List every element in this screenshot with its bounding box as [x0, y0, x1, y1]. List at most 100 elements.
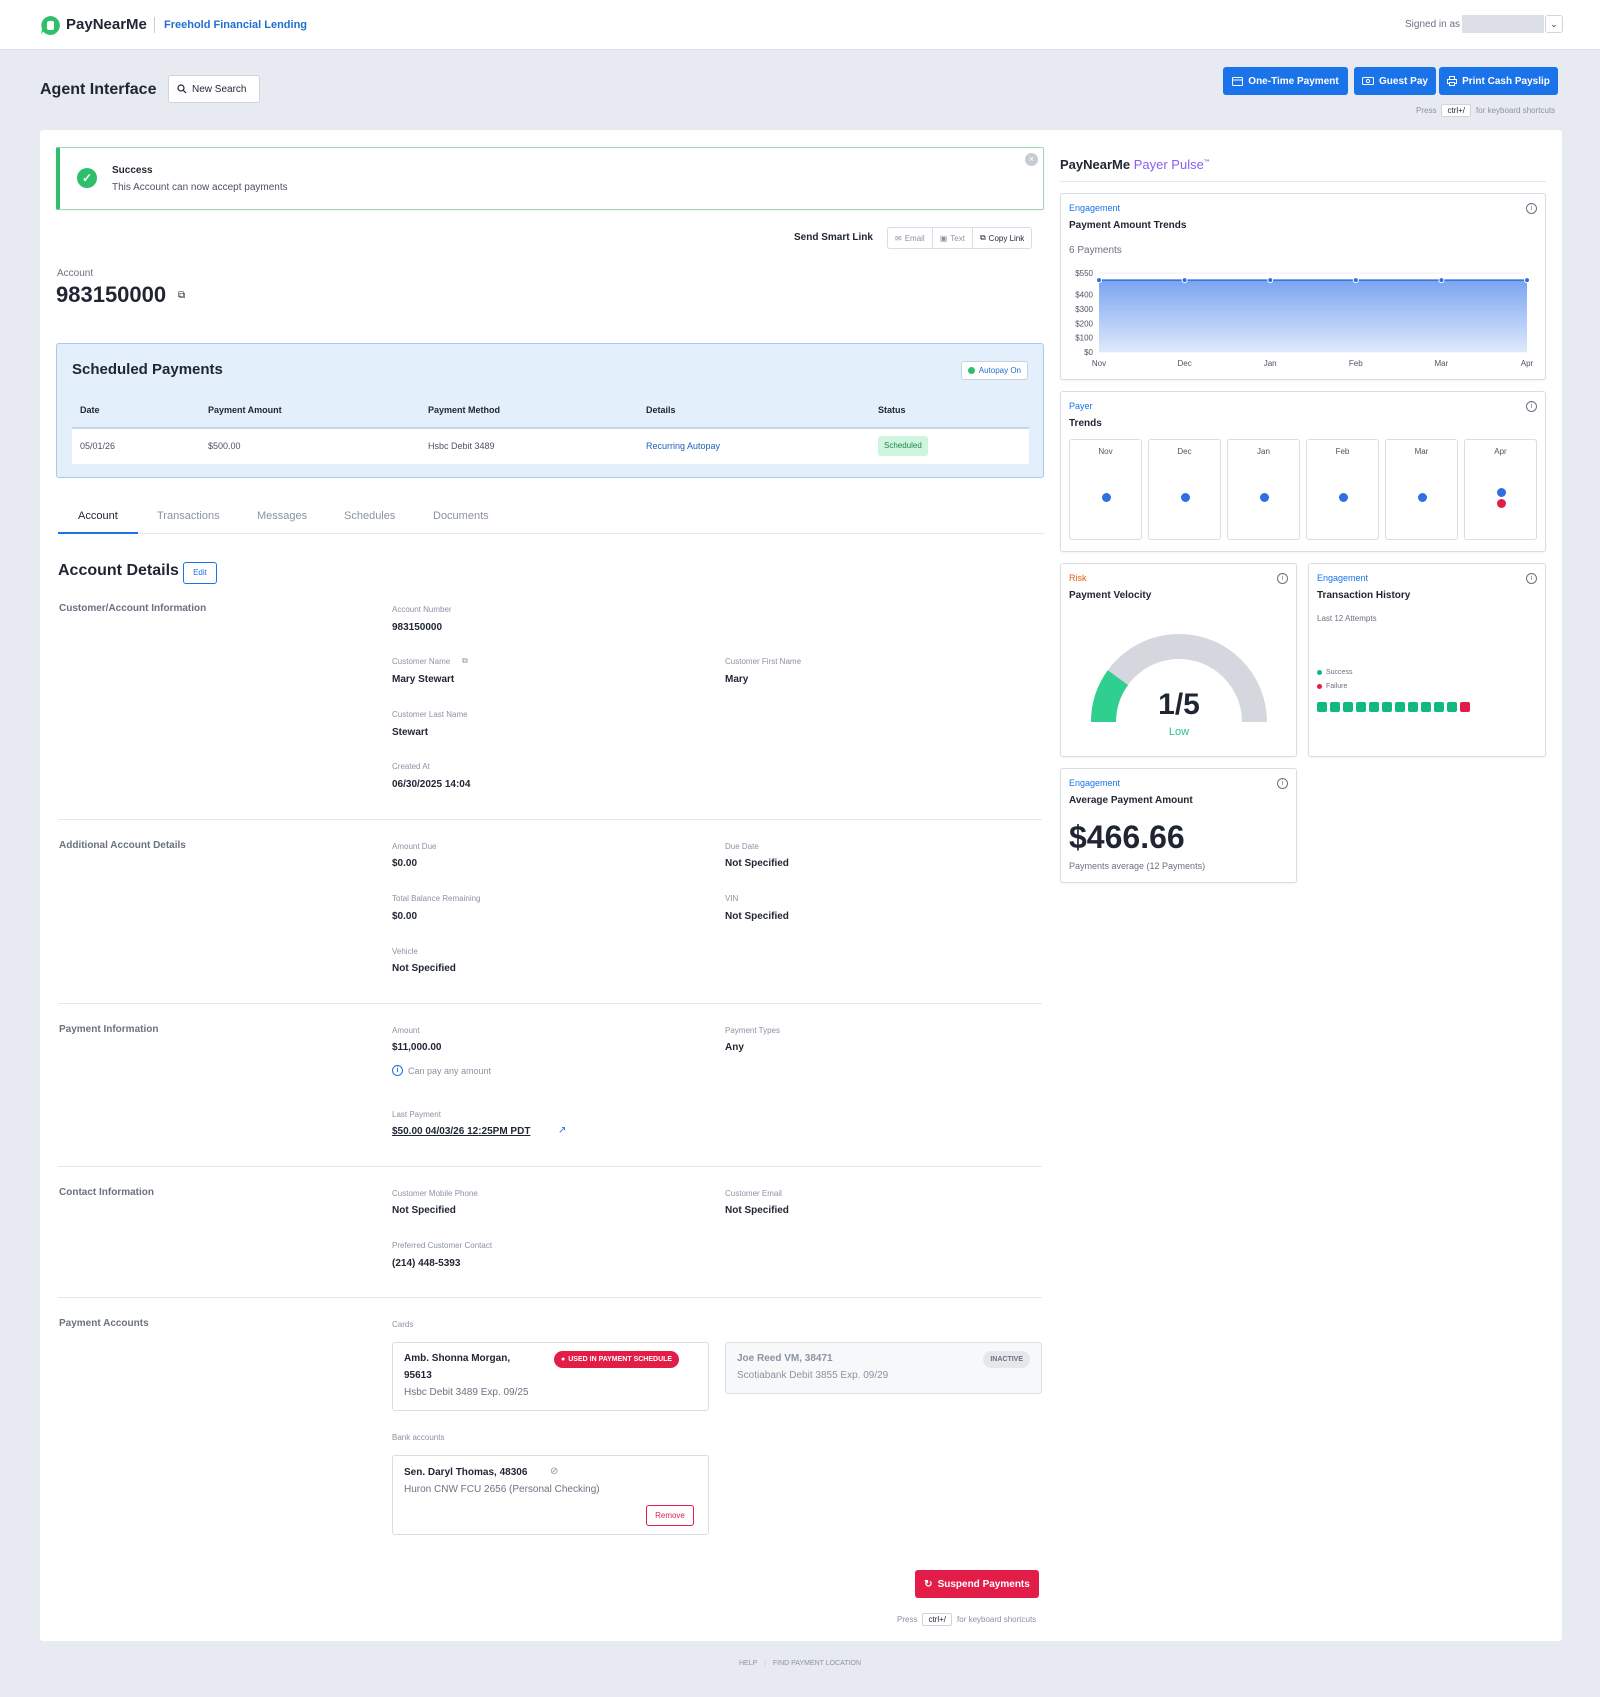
tab-messages[interactable]: Messages	[257, 510, 308, 522]
chat-icon: ▣	[939, 233, 948, 243]
footer: HELP | FIND PAYMENT LOCATION	[0, 1660, 1600, 1667]
scheduled-payments-card: Scheduled Payments Autopay On Date Payme…	[56, 343, 1044, 478]
trend-month-label: Nov	[1098, 447, 1113, 456]
col-header-amount: Payment Amount	[208, 405, 282, 415]
attempt-success-square	[1382, 702, 1392, 712]
divider	[58, 1297, 1042, 1298]
new-search-button[interactable]: New Search	[168, 75, 260, 103]
kbd-key: ctrl+/	[1441, 104, 1472, 117]
bank-details: Huron CNW FCU 2656 (Personal Checking)	[404, 1484, 600, 1495]
failure-dot	[1497, 499, 1506, 508]
refresh-icon: ↻	[924, 1578, 933, 1590]
external-link-icon[interactable]: ↗	[558, 1125, 567, 1136]
attempt-success-square	[1356, 702, 1366, 712]
last-payment-link[interactable]: $50.00 04/03/26 12:25PM PDT	[392, 1126, 531, 1137]
card-subtitle: 6 Payments	[1069, 245, 1122, 256]
cash-icon	[1362, 77, 1375, 85]
info-icon[interactable]: i	[1526, 573, 1537, 584]
trend-month-label: Apr	[1494, 447, 1507, 456]
field-label-due-date: Due Date	[725, 842, 759, 851]
bank-account-1[interactable]: Sen. Daryl Thomas, 48306 ⊘ Huron CNW FCU…	[392, 1455, 709, 1535]
field-label-last-payment: Last Payment	[392, 1110, 441, 1119]
envelope-icon: ✉	[895, 233, 902, 243]
page-title: Agent Interface	[40, 81, 157, 98]
smart-link-buttons: ✉ Email ▣ Text ⧉ Copy Link	[887, 227, 1033, 249]
account-tabs: Account Transactions Messages Schedules …	[58, 500, 1044, 534]
eye-slash-icon[interactable]: ⊘	[550, 1466, 559, 1477]
used-badge-label: USED IN PAYMENT SCHEDULE	[568, 1356, 673, 1363]
trend-month-cell[interactable]: Mar	[1385, 439, 1458, 540]
suspend-payments-button[interactable]: ↻ Suspend Payments	[915, 1570, 1039, 1598]
payment-card-1[interactable]: Amb. Shonna Morgan, 95613 Hsbc Debit 348…	[392, 1342, 709, 1411]
data-point	[1267, 277, 1274, 284]
tab-schedules[interactable]: Schedules	[344, 510, 396, 522]
trend-month-cell[interactable]: Nov	[1069, 439, 1142, 540]
printer-icon	[1447, 76, 1458, 86]
copy-icon[interactable]: ⧉	[462, 656, 468, 665]
guest-pay-button[interactable]: Guest Pay	[1354, 67, 1436, 95]
remove-button[interactable]: Remove	[646, 1505, 694, 1526]
payer-pulse-title: PayNearMe Payer Pulse™	[1060, 157, 1210, 172]
info-icon[interactable]: i	[1277, 778, 1288, 789]
y-tick-label: $550	[1075, 269, 1093, 278]
help-link[interactable]: HELP	[738, 1660, 758, 1667]
trend-month-cell[interactable]: Apr	[1464, 439, 1537, 540]
org-name: Freehold Financial Lending	[164, 19, 308, 31]
field-label-last-name: Customer Last Name	[392, 710, 468, 719]
scheduled-payments-title: Scheduled Payments	[72, 361, 223, 378]
text-link-label: Text	[950, 233, 965, 243]
attempt-success-square	[1408, 702, 1418, 712]
copy-link-button[interactable]: ⧉ Copy Link	[973, 228, 1031, 248]
row-details-link[interactable]: Recurring Autopay	[646, 441, 721, 451]
y-tick-label: $400	[1075, 291, 1093, 300]
tab-account[interactable]: Account	[78, 510, 118, 522]
print-cash-payslip-label: Print Cash Payslip	[1462, 75, 1550, 87]
copy-icon[interactable]: ⧉	[178, 290, 186, 301]
row-date: 05/01/26	[80, 441, 116, 451]
text-link-button[interactable]: ▣ Text	[933, 228, 973, 248]
new-search-label: New Search	[192, 83, 247, 95]
payment-dot	[1497, 488, 1506, 497]
trend-month-cell[interactable]: Jan	[1227, 439, 1300, 540]
copy-link-label: Copy Link	[988, 233, 1025, 243]
velocity-level: Low	[1168, 726, 1190, 738]
copy-icon: ⧉	[979, 233, 986, 242]
tab-documents[interactable]: Documents	[433, 510, 489, 522]
edit-button[interactable]: Edit	[183, 562, 217, 584]
card-category: Risk	[1069, 573, 1087, 583]
trend-month-cell[interactable]: Dec	[1148, 439, 1221, 540]
one-time-payment-button[interactable]: One-Time Payment	[1223, 67, 1348, 95]
info-icon[interactable]: i	[1277, 573, 1288, 584]
card-holder-name: Amb. Shonna Morgan,	[404, 1353, 511, 1364]
gauge-fill	[1091, 670, 1129, 723]
user-menu-chevron-icon[interactable]: ⌄	[1545, 15, 1563, 33]
tab-transactions[interactable]: Transactions	[157, 510, 220, 522]
trend-month-cell[interactable]: Feb	[1306, 439, 1379, 540]
keyboard-shortcut-hint: Press ctrl+/ for keyboard shortcuts	[897, 1613, 1036, 1626]
info-icon[interactable]: i	[1526, 401, 1537, 412]
info-icon[interactable]: i	[1526, 203, 1537, 214]
signed-in-label: Signed in as	[1405, 19, 1461, 30]
footer-divider: |	[764, 1660, 766, 1667]
section-payment-info: Payment Information	[59, 1024, 159, 1035]
print-cash-payslip-button[interactable]: Print Cash Payslip	[1439, 67, 1558, 95]
data-point	[1524, 277, 1530, 284]
email-link-button[interactable]: ✉ Email	[888, 228, 933, 248]
velocity-value: 1/5	[1158, 688, 1200, 721]
payment-card-2[interactable]: Joe Reed VM, 38471 Scotiabank Debit 3855…	[725, 1342, 1042, 1394]
find-location-link[interactable]: FIND PAYMENT LOCATION	[772, 1660, 862, 1667]
field-value-customer-name: Mary Stewart	[392, 674, 455, 685]
close-icon[interactable]: ×	[1025, 153, 1038, 166]
attempt-squares	[1317, 702, 1470, 712]
success-dot	[1317, 670, 1322, 675]
field-value-due-date: Not Specified	[725, 858, 789, 869]
cards-label: Cards	[392, 1320, 414, 1329]
bank-accounts-label: Bank accounts	[392, 1433, 445, 1442]
autopay-badge[interactable]: Autopay On	[960, 361, 1028, 380]
x-tick-label: Jan	[1264, 359, 1277, 368]
legend-success: Success	[1317, 669, 1352, 676]
x-tick-label: Mar	[1435, 359, 1449, 368]
trademark-mark: ™	[1203, 159, 1210, 166]
failure-dot	[1317, 684, 1322, 689]
active-tab-indicator	[58, 532, 138, 534]
